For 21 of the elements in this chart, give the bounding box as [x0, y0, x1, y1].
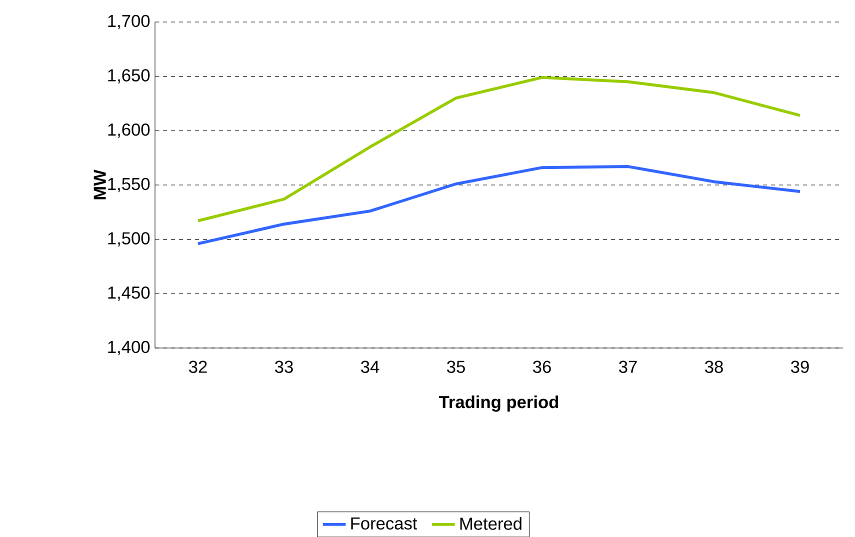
x-tick-label: 36 — [533, 360, 551, 373]
y-tick-label: 1,550 — [108, 178, 150, 192]
x-tick-label: 39 — [791, 360, 809, 373]
x-tick-label: 38 — [705, 360, 723, 373]
x-tick-label: 33 — [275, 360, 293, 373]
y-tick-label: 1,500 — [108, 232, 150, 246]
line-series — [196, 164, 802, 245]
legend-label: Forecast — [351, 517, 418, 530]
y-tick-label: 1,600 — [108, 123, 150, 138]
x-axis-title: Trading period — [439, 395, 558, 412]
y-tick-label: 1,400 — [108, 340, 150, 355]
y-tick-label: 1,650 — [108, 69, 150, 84]
y-axis-title: MW — [94, 169, 106, 200]
line-series — [196, 76, 802, 222]
y-tick-label: 1,700 — [108, 14, 150, 29]
x-tick-label: 35 — [447, 360, 465, 373]
x-tick-label: 34 — [361, 360, 380, 373]
legend-label: Metered — [460, 517, 522, 530]
y-tick-label: 1,450 — [108, 286, 150, 301]
x-tick-label: 32 — [189, 360, 207, 373]
x-tick-label: 37 — [619, 360, 637, 373]
